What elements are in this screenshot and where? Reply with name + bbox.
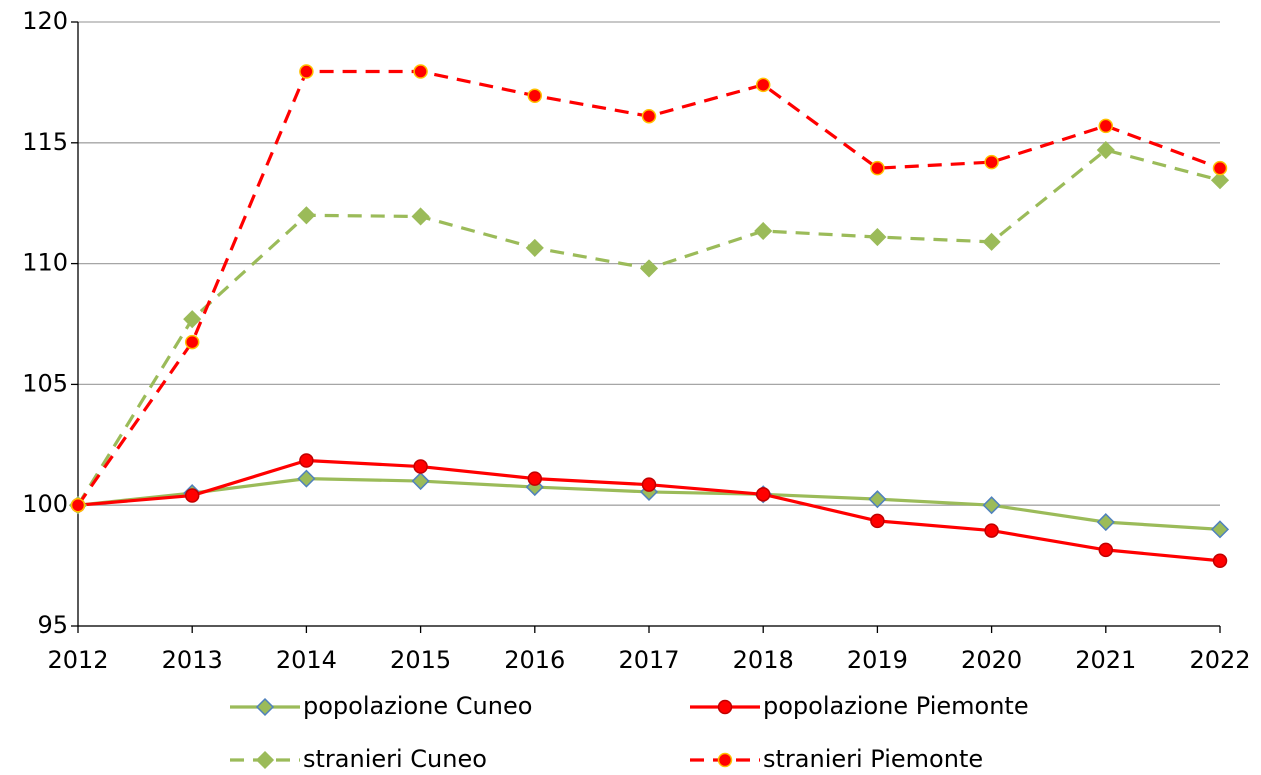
- y-tick-label: 105: [22, 369, 68, 397]
- marker: [411, 207, 430, 226]
- marker: [527, 471, 543, 486]
- marker: [184, 488, 200, 503]
- marker: [299, 64, 314, 79]
- marker: [982, 232, 1001, 251]
- x-tick-label: 2015: [390, 646, 451, 674]
- marker: [639, 259, 659, 278]
- x-tick-label: 2017: [618, 646, 679, 674]
- marker: [299, 453, 314, 468]
- marker: [70, 497, 86, 513]
- marker: [1096, 513, 1115, 532]
- marker: [413, 64, 428, 79]
- legend-label: popolazione Cuneo: [303, 692, 532, 720]
- marker: [755, 77, 771, 93]
- marker: [641, 477, 657, 492]
- marker: [717, 752, 733, 768]
- marker: [297, 206, 316, 225]
- marker: [1212, 553, 1228, 569]
- marker: [1098, 542, 1114, 558]
- marker: [984, 154, 999, 170]
- y-tick-label: 120: [22, 7, 68, 35]
- y-tick-label: 110: [22, 249, 68, 277]
- marker: [1212, 160, 1228, 176]
- marker: [984, 523, 999, 538]
- y-tick-label: 115: [22, 128, 68, 156]
- marker: [1210, 171, 1230, 190]
- legend-label: stranieri Cuneo: [303, 745, 487, 771]
- marker: [641, 108, 657, 124]
- marker: [868, 490, 887, 509]
- x-tick-label: 2018: [733, 646, 794, 674]
- x-tick-label: 2016: [504, 646, 565, 674]
- x-tick-label: 2013: [162, 646, 223, 674]
- marker: [525, 238, 544, 257]
- marker: [527, 88, 543, 103]
- marker: [1096, 140, 1115, 160]
- marker: [1098, 118, 1114, 134]
- marker: [755, 487, 771, 502]
- marker: [870, 160, 885, 176]
- y-tick-label: 100: [22, 490, 68, 518]
- marker: [255, 697, 275, 717]
- marker: [413, 459, 428, 474]
- legend-label: popolazione Piemonte: [763, 692, 1029, 720]
- x-tick-label: 2022: [1189, 646, 1250, 674]
- marker: [870, 513, 885, 529]
- marker: [717, 699, 733, 715]
- series-line: [77, 458, 1221, 563]
- marker: [255, 750, 275, 770]
- x-tick-label: 2021: [1075, 646, 1136, 674]
- marker: [868, 227, 887, 247]
- x-tick-label: 2014: [276, 646, 337, 674]
- marker: [411, 471, 430, 491]
- marker: [1210, 520, 1230, 539]
- marker: [754, 221, 773, 241]
- series-line: [76, 69, 1221, 507]
- marker: [297, 469, 316, 488]
- x-tick-label: 2012: [47, 646, 108, 674]
- x-tick-label: 2019: [847, 646, 908, 674]
- y-tick-label: 95: [37, 611, 68, 639]
- legend-label: stranieri Piemonte: [763, 745, 983, 771]
- marker: [184, 334, 200, 350]
- marker: [183, 310, 202, 329]
- x-tick-label: 2020: [961, 646, 1022, 674]
- marker: [982, 496, 1001, 515]
